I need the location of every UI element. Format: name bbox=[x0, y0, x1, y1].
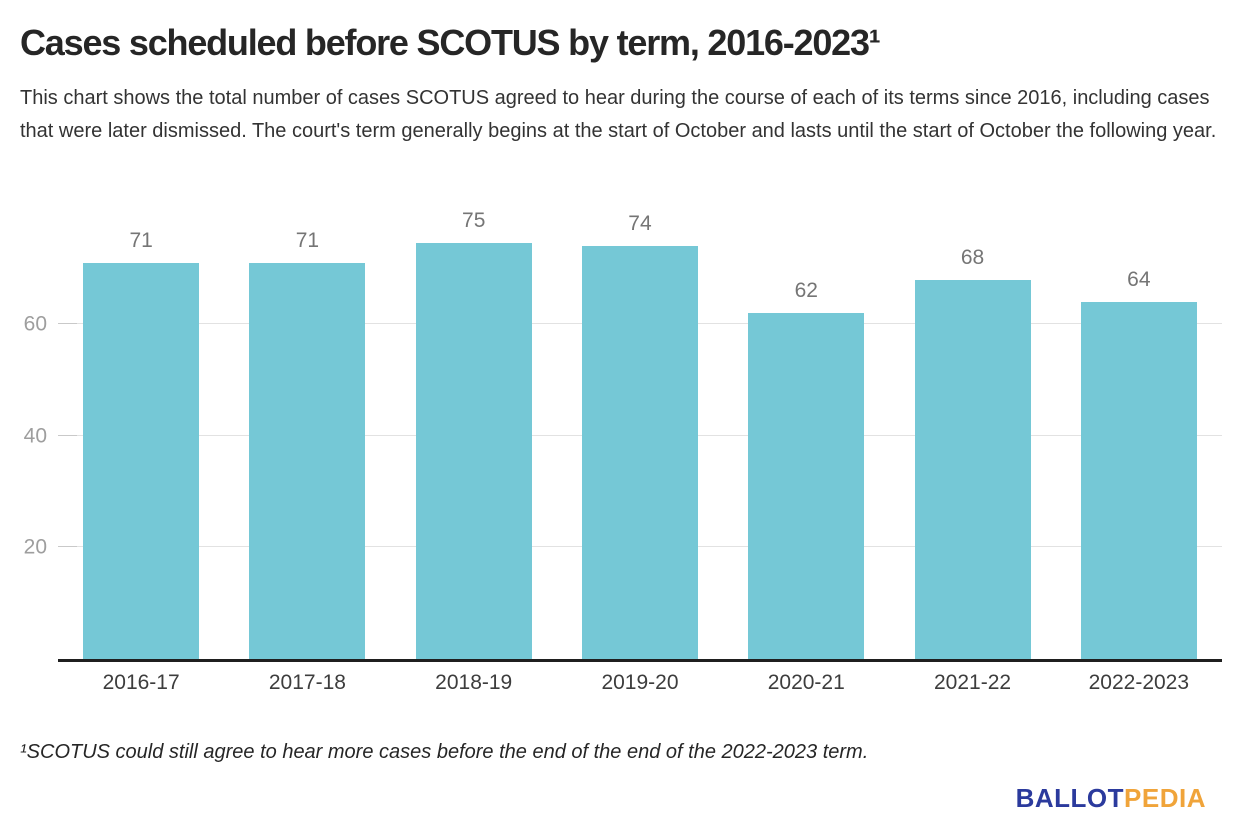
y-tick-mark bbox=[58, 546, 77, 548]
x-tick-label-2017-18: 2017-18 bbox=[268, 671, 346, 694]
x-axis: 2016-17 2017-18 2018-19 2019-20 2020-21 2021-… bbox=[58, 671, 1222, 695]
chart-title: Cases scheduled before SCOTUS by term, 2… bbox=[20, 22, 881, 63]
bar-column-2022-2023: 64 bbox=[1056, 210, 1222, 659]
bar-value-label: 68 bbox=[960, 245, 985, 269]
logo-ballot-text: BALLOT bbox=[1015, 783, 1125, 813]
bar-value-label: 64 bbox=[1127, 267, 1151, 291]
x-tick-label-2018-19: 2018-19 bbox=[435, 671, 513, 694]
ballotpedia-logo: BALLOTPEDIA bbox=[1016, 783, 1206, 814]
x-tick-label-2020-21: 2020-21 bbox=[767, 671, 845, 694]
y-tick-mark bbox=[58, 323, 77, 325]
y-tick-label-40: 40 bbox=[23, 424, 47, 448]
bars-row: 71 71 75 74 62 68 64 bbox=[58, 210, 1222, 659]
x-tick-label-2019-20: 2019-20 bbox=[601, 671, 679, 694]
bar-2019-20 bbox=[581, 246, 698, 659]
bar-value-label: 62 bbox=[794, 279, 818, 303]
bar-2018-19 bbox=[415, 243, 532, 659]
x-tick-label-2021-22: 2021-22 bbox=[934, 671, 1012, 694]
footnote: ¹SCOTUS could still agree to hear more c… bbox=[20, 741, 869, 763]
y-tick-label-20: 20 bbox=[23, 535, 47, 559]
bar-2020-21 bbox=[748, 313, 865, 659]
x-tick-label-2022-2023: 2022-2023 bbox=[1088, 671, 1190, 694]
bar-column-2016-17: 71 bbox=[58, 210, 224, 659]
bar-value-label: 75 bbox=[462, 209, 486, 232]
bar-value-label: 71 bbox=[295, 228, 320, 252]
bar-2017-18 bbox=[249, 262, 366, 659]
bar-column-2017-18: 71 bbox=[224, 210, 390, 659]
bar-2016-17 bbox=[83, 262, 200, 659]
bar-column-2019-20: 74 bbox=[557, 210, 723, 659]
plot-area: 20 40 60 71 71 75 74 62 68 64 bbox=[24, 210, 1222, 662]
bar-2021-22 bbox=[914, 279, 1031, 659]
x-tick-label-2016-17: 2016-17 bbox=[102, 671, 180, 694]
y-tick-label-60: 60 bbox=[23, 312, 47, 336]
chart-subtitle: This chart shows the total number of cas… bbox=[20, 87, 1217, 142]
bar-column-2018-19: 75 bbox=[391, 210, 557, 659]
bar-2022-2023 bbox=[1080, 301, 1197, 659]
y-tick-mark bbox=[58, 434, 77, 436]
logo-pedia-text: PEDIA bbox=[1124, 783, 1206, 813]
bar-column-2020-21: 62 bbox=[723, 210, 889, 659]
bar-value-label: 71 bbox=[129, 228, 153, 252]
bar-column-2021-22: 68 bbox=[889, 210, 1055, 659]
bar-value-label: 74 bbox=[628, 212, 652, 236]
